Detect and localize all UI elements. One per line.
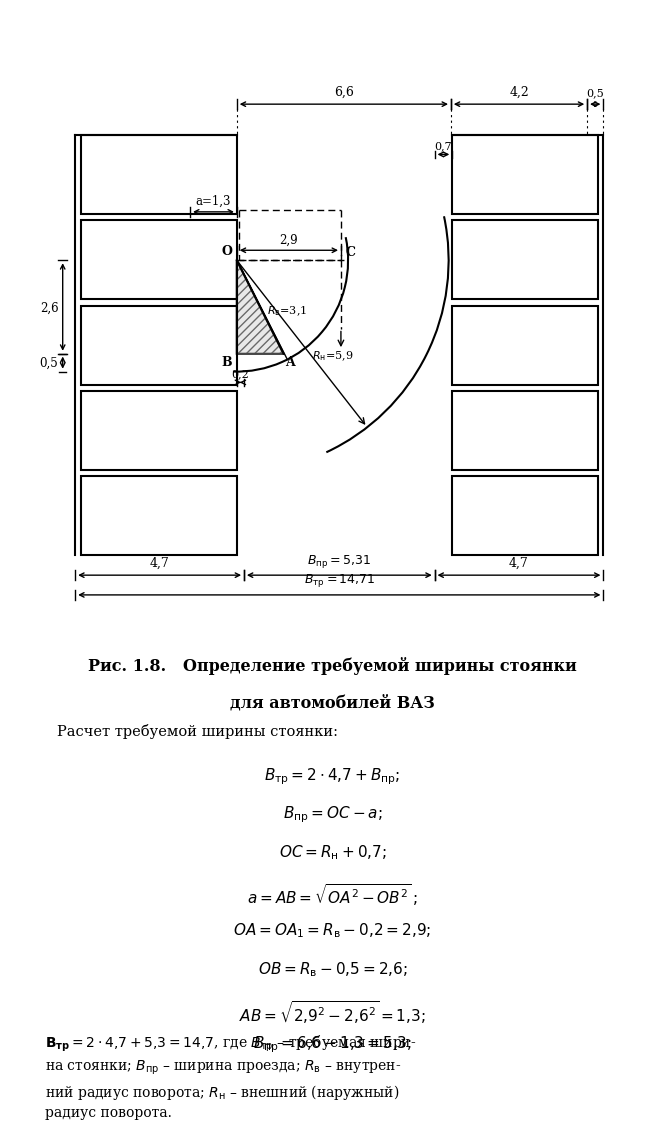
Text: B: B [222, 356, 232, 369]
Bar [80, 306, 236, 385]
Bar [452, 477, 597, 556]
Text: 6,6: 6,6 [333, 85, 353, 99]
Text: 4,2: 4,2 [509, 85, 528, 99]
Text: $B_{\rm тр} = 2 \cdot 4{,}7 + B_{\rm пр};$: $B_{\rm тр} = 2 \cdot 4{,}7 + B_{\rm пр}… [264, 766, 400, 786]
Bar [452, 136, 597, 214]
Text: O: O [221, 245, 232, 258]
Text: 0,7: 0,7 [434, 140, 452, 151]
Bar [80, 221, 236, 300]
Text: 4,7: 4,7 [509, 556, 528, 569]
Text: $R_{\rm в}$=3,1: $R_{\rm в}$=3,1 [267, 304, 307, 317]
Text: $OA = OA_1 = R_{\rm в} - 0{,}2 = 2{,}9;$: $OA = OA_1 = R_{\rm в} - 0{,}2 = 2{,}9;$ [233, 920, 431, 939]
Text: Расчет требуемой ширины стоянки:: Расчет требуемой ширины стоянки: [57, 724, 338, 739]
Text: 4,7: 4,7 [149, 556, 169, 569]
Bar [452, 221, 597, 300]
Bar [80, 477, 236, 556]
Bar [452, 392, 597, 470]
Text: $B_{\rm пр} = OC - a;$: $B_{\rm пр} = OC - a;$ [282, 804, 382, 825]
Text: A: A [285, 356, 295, 369]
Text: $B_{\rm пр} = 6{,}6 - 1{,}3 = 5{,}3;$: $B_{\rm пр} = 6{,}6 - 1{,}3 = 5{,}3;$ [252, 1033, 412, 1054]
Text: $R_{\rm н}$=5,9: $R_{\rm н}$=5,9 [311, 349, 353, 363]
Text: $\mathbf{B}_{\mathbf{тр}} = 2 \cdot 4{,}7 + 5{,}3 = 14{,}7$, где $B_{\rm тр}$ – : $\mathbf{B}_{\mathbf{тр}} = 2 \cdot 4{,}… [45, 1033, 416, 1119]
Text: 2,6: 2,6 [40, 301, 58, 314]
Text: для автомобилей ВАЗ: для автомобилей ВАЗ [230, 693, 434, 710]
Bar [80, 392, 236, 470]
Text: $a = AB = \sqrt{OA^2 - OB^2}\,;$: $a = AB = \sqrt{OA^2 - OB^2}\,;$ [247, 881, 417, 908]
Text: 0,5: 0,5 [40, 357, 58, 369]
Text: 2,9: 2,9 [279, 233, 297, 247]
Polygon shape [236, 261, 283, 355]
Bar [80, 136, 236, 214]
Text: $AB = \sqrt{2{,}9^2 - 2{,}6^2} = 1{,}3;$: $AB = \sqrt{2{,}9^2 - 2{,}6^2} = 1{,}3;$ [239, 998, 425, 1025]
Text: Рис. 1.8.   Определение требуемой ширины стоянки: Рис. 1.8. Определение требуемой ширины с… [88, 657, 576, 675]
Text: 0,5: 0,5 [586, 88, 604, 99]
Text: $OC = R_{\rm н} + 0{,}7;$: $OC = R_{\rm н} + 0{,}7;$ [278, 843, 386, 861]
Text: $B_{\rm тр}=14{,}71$: $B_{\rm тр}=14{,}71$ [303, 572, 374, 589]
Text: a=1,3: a=1,3 [195, 194, 231, 207]
Text: $OB = R_{\rm в} - 0{,}5 = 2{,}6;$: $OB = R_{\rm в} - 0{,}5 = 2{,}6;$ [257, 960, 407, 978]
Text: $B_{\rm пр}=5{,}31$: $B_{\rm пр}=5{,}31$ [307, 552, 371, 569]
Text: 0,2: 0,2 [231, 369, 249, 380]
Text: C: C [345, 246, 355, 259]
Bar [452, 306, 597, 385]
